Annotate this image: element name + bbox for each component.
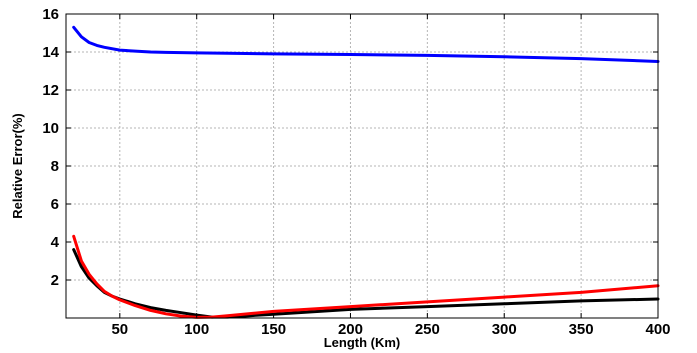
y-tick-label: 2 (51, 272, 59, 289)
y-axis-label: Relative Error(%) (10, 113, 25, 218)
x-tick-label: 50 (111, 321, 128, 338)
y-tick-label: 4 (51, 234, 60, 251)
y-tick-label: 6 (51, 196, 59, 213)
y-tick-label: 16 (42, 6, 59, 23)
y-tick-label: 10 (42, 120, 59, 137)
series-line-3 (72, 234, 660, 319)
y-tick-label: 14 (42, 44, 59, 61)
series-group (72, 25, 660, 319)
y-tick-label: 12 (42, 82, 59, 99)
y-tick-label: 8 (51, 158, 59, 175)
x-tick-label: 150 (261, 321, 286, 338)
y-axis-ticks: 2 4 6 8 10 12 14 16 (42, 6, 658, 289)
grid (66, 14, 658, 318)
x-tick-label: 350 (569, 321, 594, 338)
x-tick-label: 200 (338, 321, 363, 338)
x-axis-label: Length (Km) (324, 335, 401, 350)
x-tick-label: 300 (492, 321, 517, 338)
x-axis-ticks: 50 100 150 200 250 300 350 400 (111, 14, 671, 338)
x-tick-label: 100 (184, 321, 209, 338)
series-line-1 (72, 25, 660, 63)
x-tick-label: 250 (415, 321, 440, 338)
x-tick-label: 400 (645, 321, 670, 338)
